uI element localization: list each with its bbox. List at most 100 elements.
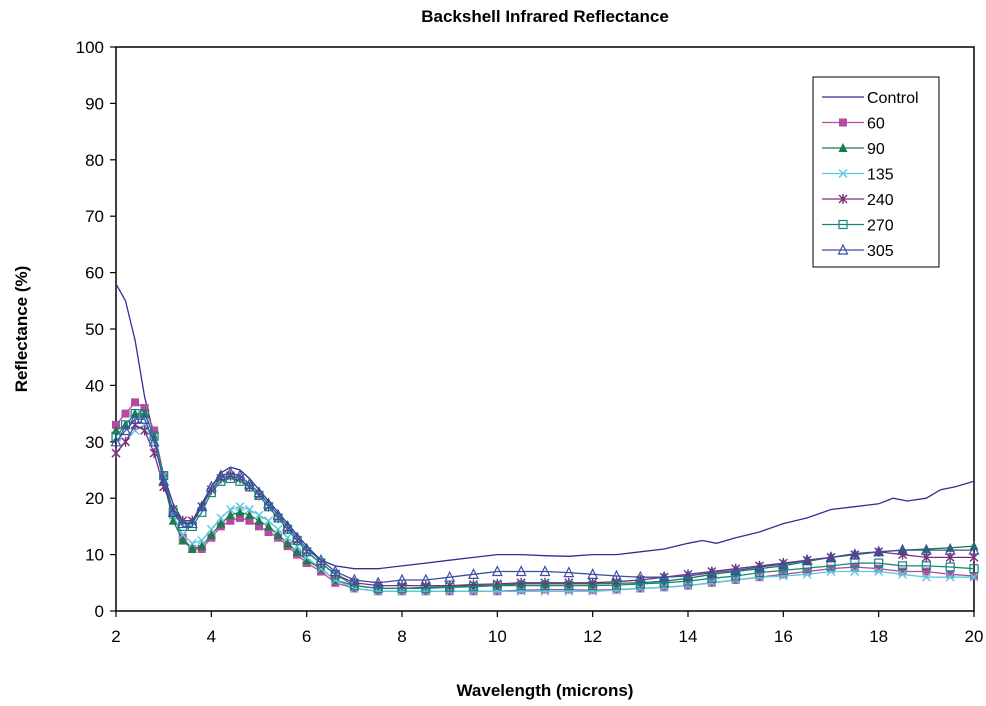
data-point: [564, 586, 574, 596]
data-point: [129, 412, 141, 424]
data-point: [969, 564, 979, 574]
data-point: [611, 580, 622, 590]
legend-item: 270: [822, 218, 894, 235]
data-point: [706, 566, 718, 578]
data-point: [634, 570, 646, 582]
legend-marker: [839, 118, 847, 127]
series-layer: [110, 283, 980, 596]
data-point: [897, 543, 908, 555]
data-point: [754, 568, 765, 578]
data-point: [564, 581, 574, 591]
data-point: [850, 567, 860, 577]
data-point: [140, 403, 149, 412]
data-point: [588, 581, 598, 591]
series-90: [111, 408, 979, 593]
data-point: [224, 466, 236, 478]
data-point: [291, 531, 303, 543]
data-point: [468, 582, 479, 592]
data-point: [178, 530, 188, 540]
x-tick-label: 4: [207, 627, 216, 646]
data-point: [292, 546, 302, 556]
chart-title: Backshell Infrared Reflectance: [421, 7, 669, 26]
data-point: [187, 543, 197, 553]
data-point: [329, 565, 341, 577]
data-point: [516, 581, 526, 591]
data-point: [272, 508, 284, 520]
legend-item: 60: [822, 116, 885, 133]
legend-item: Control: [822, 90, 919, 107]
data-point: [168, 515, 178, 525]
data-point: [920, 543, 932, 555]
data-point: [235, 513, 244, 522]
data-point: [283, 538, 293, 548]
data-point: [683, 576, 693, 586]
data-point: [373, 583, 383, 594]
data-point: [827, 564, 835, 573]
legend-marker: [838, 169, 848, 178]
y-tick-label: 70: [85, 207, 104, 226]
data-point: [372, 576, 384, 588]
x-tick-label: 20: [965, 627, 984, 646]
data-point: [255, 522, 263, 531]
data-point: [468, 567, 479, 579]
data-point: [898, 569, 907, 579]
data-point: [898, 567, 907, 576]
data-point: [216, 518, 226, 528]
data-point: [778, 571, 788, 581]
data-point: [111, 448, 121, 459]
data-point: [491, 565, 503, 577]
data-point: [587, 567, 599, 579]
data-point: [944, 543, 956, 555]
data-point: [302, 555, 312, 565]
data-point: [264, 528, 273, 537]
y-tick-label: 30: [85, 433, 104, 452]
data-point: [253, 486, 265, 498]
series-control: [115, 283, 975, 570]
data-point: [516, 586, 526, 596]
data-point: [563, 566, 575, 578]
data-point: [225, 473, 235, 484]
data-point: [612, 585, 621, 595]
data-point: [730, 564, 742, 575]
x-tick-label: 12: [583, 627, 602, 646]
data-point: [777, 557, 789, 569]
data-point: [968, 543, 980, 555]
data-point: [539, 565, 551, 577]
data-point: [921, 572, 931, 582]
data-point: [707, 573, 717, 583]
data-point: [205, 480, 217, 492]
data-point: [349, 581, 359, 591]
legend-marker: [838, 194, 848, 204]
y-axis: 0 10 20 30 40 50 60 70 80 90 100: [76, 38, 116, 621]
data-point: [263, 497, 275, 509]
data-point: [244, 504, 254, 514]
data-point: [301, 542, 313, 554]
data-point: [969, 572, 979, 582]
series-270: [111, 409, 979, 594]
data-point: [515, 565, 527, 577]
data-point: [264, 521, 274, 531]
data-point: [922, 567, 931, 576]
series-line: [115, 283, 975, 570]
data-point: [206, 524, 216, 534]
legend-marker: [838, 219, 848, 230]
data-point: [177, 517, 189, 529]
data-point: [112, 420, 120, 429]
data-point: [315, 553, 327, 565]
legend-label: 305: [867, 243, 894, 260]
data-point: [148, 435, 160, 447]
y-tick-label: 60: [85, 264, 104, 283]
data-point: [803, 567, 812, 576]
data-point: [244, 510, 254, 520]
data-point: [149, 431, 159, 441]
data-point: [754, 560, 765, 572]
series-line: [115, 424, 974, 592]
series-305: [110, 412, 980, 588]
data-point: [492, 581, 502, 591]
data-point: [215, 469, 227, 481]
data-point: [225, 510, 235, 520]
y-tick-label: 90: [85, 94, 104, 113]
data-point: [682, 569, 694, 581]
data-point: [196, 500, 208, 512]
legend-label: 240: [867, 192, 894, 209]
